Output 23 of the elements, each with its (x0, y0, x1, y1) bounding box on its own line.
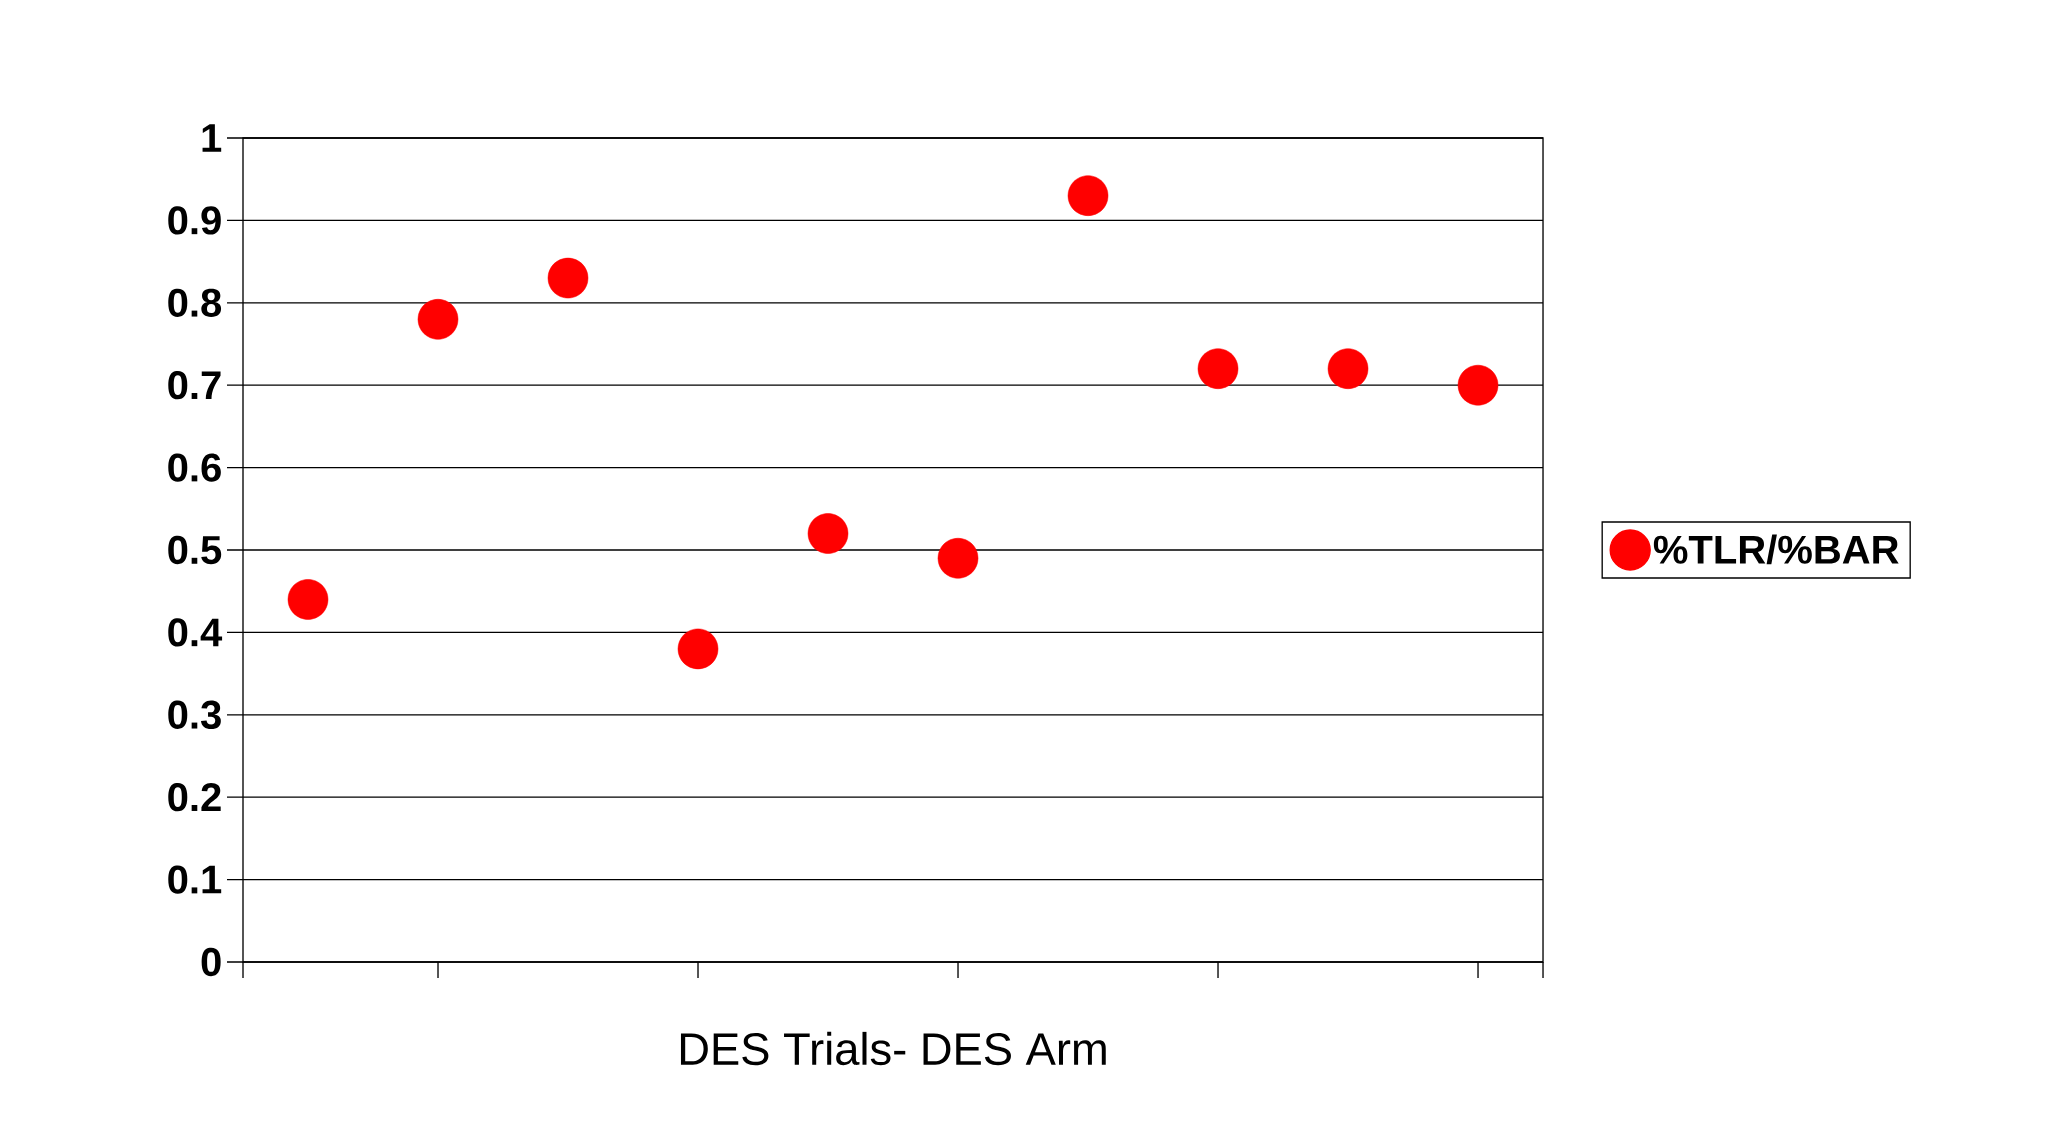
y-tick-label: 0.8 (168, 288, 222, 317)
y-tick-label: 0.7 (168, 371, 221, 400)
point (1067, 175, 1109, 216)
y-tick-label: 0.6 (168, 453, 221, 482)
point (1197, 348, 1239, 389)
point (937, 537, 979, 579)
y-tick-label: 0 (201, 947, 221, 977)
point (547, 257, 589, 299)
point (807, 513, 849, 554)
y-tick-label: 0.1 (168, 865, 222, 894)
point (1457, 364, 1499, 406)
y-tick-label: 0.4 (168, 618, 223, 647)
x-axis-title: DES Trials- DES Arm (680, 1031, 1106, 1066)
y-tick-label: 1 (202, 124, 222, 152)
y-tick-label: 0.3 (168, 700, 221, 729)
point (677, 628, 719, 670)
point (287, 579, 329, 620)
y-tick-label: 0.5 (168, 535, 222, 565)
y-tick-label: 0.2 (168, 783, 221, 812)
point (1327, 348, 1369, 389)
point (417, 299, 459, 340)
legend-label: %TLR/%BAR (1653, 534, 1899, 565)
y-tick-label: 0.9 (168, 206, 221, 235)
